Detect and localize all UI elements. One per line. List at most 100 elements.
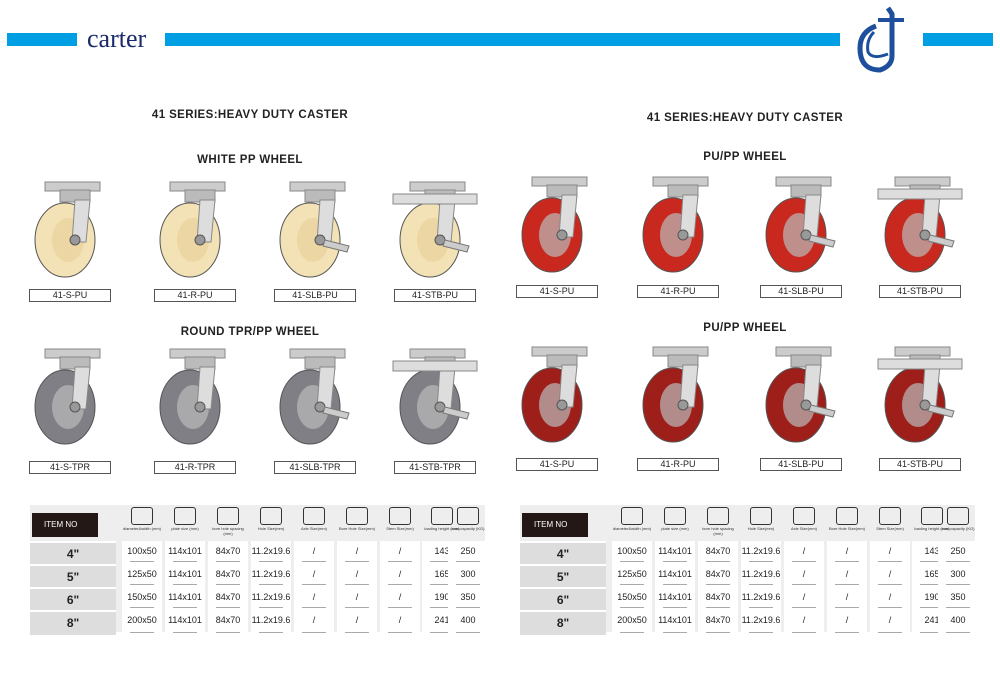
column-header: Bore Hole Size(mm) — [336, 507, 378, 541]
column-label: diameter&width (mm) — [612, 526, 651, 531]
caster-image-41-SLB-PU — [765, 346, 836, 443]
table-cell: / — [294, 587, 334, 610]
table-cell: 11.2x19.6 — [251, 610, 291, 635]
column-label: Bore Hole Size(mm) — [338, 526, 375, 531]
product-code[interactable]: 41-SLB-PU — [760, 285, 842, 298]
caster-image-41-STB-TPR — [392, 348, 478, 445]
spec-diagram-icon — [836, 507, 858, 525]
product-code[interactable]: 41-SLB-PU — [274, 289, 356, 302]
product-code[interactable]: 41-R-TPR — [154, 461, 236, 474]
column-header: diameter&width (mm) — [121, 507, 163, 541]
table-cell: / — [827, 587, 867, 610]
column-header: loading height (mm) — [421, 507, 463, 541]
spec-diagram-icon — [707, 507, 729, 525]
caster-image-41-STB-PU — [877, 176, 963, 273]
header-bar-right — [923, 33, 993, 46]
column-header: loading height (mm) — [911, 507, 953, 541]
spec-diagram-icon — [664, 507, 686, 525]
table-cell: / — [827, 610, 867, 635]
table-cell: 350 — [938, 587, 978, 610]
table-cell: / — [337, 541, 377, 564]
product-code[interactable]: 41-STB-PU — [394, 289, 476, 302]
table-row: 8" 200x50 114x101 84x70 11.2x19.6///241 400 — [30, 610, 488, 635]
caster-image-41-R-PU — [642, 346, 709, 443]
product-code[interactable]: 41-S-PU — [516, 458, 598, 471]
caster-image-41-R-TPR — [159, 348, 226, 445]
table-cell: 84x70 — [208, 541, 248, 564]
product-code[interactable]: 41-STB-PU — [879, 458, 961, 471]
item-size: 4" — [30, 541, 116, 564]
caster-image-41-S-PU — [521, 346, 588, 443]
table-cell: 114x101 — [165, 610, 205, 635]
spec-diagram-icon — [879, 507, 901, 525]
caster-image-41-S-PU — [34, 181, 101, 278]
table-cell: 200x50 — [122, 610, 162, 635]
table-cell: 300 — [448, 564, 488, 587]
item-size: 5" — [520, 564, 606, 587]
product-code[interactable]: 41-STB-PU — [879, 285, 961, 298]
caster-image-41-R-PU — [159, 181, 226, 278]
column-header: Axle Size(mm) — [783, 507, 825, 541]
product-code[interactable]: 41-R-PU — [154, 289, 236, 302]
table-cell: 84x70 — [698, 564, 738, 587]
caster-image-41-STB-PU — [877, 346, 963, 443]
carter-logo — [857, 6, 904, 73]
caster-image-41-SLB-TPR — [279, 348, 350, 445]
item-size: 6" — [520, 587, 606, 610]
column-header: bore hole spacing (mm) — [697, 507, 739, 541]
column-label: loading height (mm) — [914, 526, 950, 531]
product-code[interactable]: 41-R-PU — [637, 458, 719, 471]
product-code[interactable]: 41-STB-TPR — [394, 461, 476, 474]
header-bar-left — [7, 33, 77, 46]
caster-image-41-S-TPR — [34, 348, 101, 445]
table-cell: / — [784, 541, 824, 564]
product-code[interactable]: 41-R-PU — [637, 285, 719, 298]
column-label: load capacity (KG) — [451, 526, 485, 531]
table-cell: 84x70 — [698, 610, 738, 635]
table-cell: 114x101 — [655, 541, 695, 564]
product-code[interactable]: 41-S-TPR — [29, 461, 111, 474]
item-size: 8" — [30, 610, 116, 635]
table-cell: / — [380, 564, 420, 587]
product-code[interactable]: 41-S-PU — [29, 289, 111, 302]
column-label: bore hole spacing (mm) — [212, 526, 244, 536]
table-cell: 84x70 — [698, 587, 738, 610]
product-code[interactable]: 41-S-PU — [516, 285, 598, 298]
column-label: Axle Size(mm) — [790, 526, 817, 531]
column-header: diameter&width (mm) — [611, 507, 653, 541]
table-cell: / — [784, 587, 824, 610]
item-size: 8" — [520, 610, 606, 635]
brand-name: carter — [87, 24, 147, 53]
spec-table-right: ITEM NO diameter&width (mm) plate size (mm… — [520, 505, 978, 635]
table-row: 5" 125x50 114x101 84x70 11.2x19.6///165 300 — [30, 564, 488, 587]
table-cell: / — [827, 564, 867, 587]
table-cell: 250 — [448, 541, 488, 564]
column-header: plate size (mm) — [654, 507, 696, 541]
column-label: diameter&width (mm) — [122, 526, 161, 531]
table-cell: 114x101 — [165, 587, 205, 610]
table-cell: 114x101 — [165, 541, 205, 564]
spec-diagram-icon — [217, 507, 239, 525]
spec-diagram-icon — [921, 507, 943, 525]
item-size: 6" — [30, 587, 116, 610]
product-code[interactable]: 41-SLB-TPR — [274, 461, 356, 474]
column-label: Hole Size(mm) — [257, 526, 285, 531]
table-cell: 114x101 — [655, 564, 695, 587]
table-cell: 114x101 — [165, 564, 205, 587]
column-label: bore hole spacing (mm) — [702, 526, 734, 536]
spec-diagram-icon — [131, 507, 153, 525]
table-cell: 11.2x19.6 — [251, 541, 291, 564]
table-row: 6" 150x50 114x101 84x70 11.2x19.6///190 350 — [520, 587, 978, 610]
table-cell: 125x50 — [612, 564, 652, 587]
column-header: Bore Hole Size(mm) — [826, 507, 868, 541]
column-label: plate size (mm) — [171, 526, 199, 531]
table-cell: 125x50 — [122, 564, 162, 587]
table-row: 6" 150x50 114x101 84x70 11.2x19.6///190 350 — [30, 587, 488, 610]
table-cell: / — [870, 610, 910, 635]
column-header: load capacity (KG) — [937, 507, 979, 541]
table-row: 5" 125x50 114x101 84x70 11.2x19.6///165 300 — [520, 564, 978, 587]
table-cell: / — [870, 564, 910, 587]
product-code[interactable]: 41-SLB-PU — [760, 458, 842, 471]
table-cell: / — [380, 610, 420, 635]
group-title: WHITE PP WHEEL — [197, 154, 303, 166]
